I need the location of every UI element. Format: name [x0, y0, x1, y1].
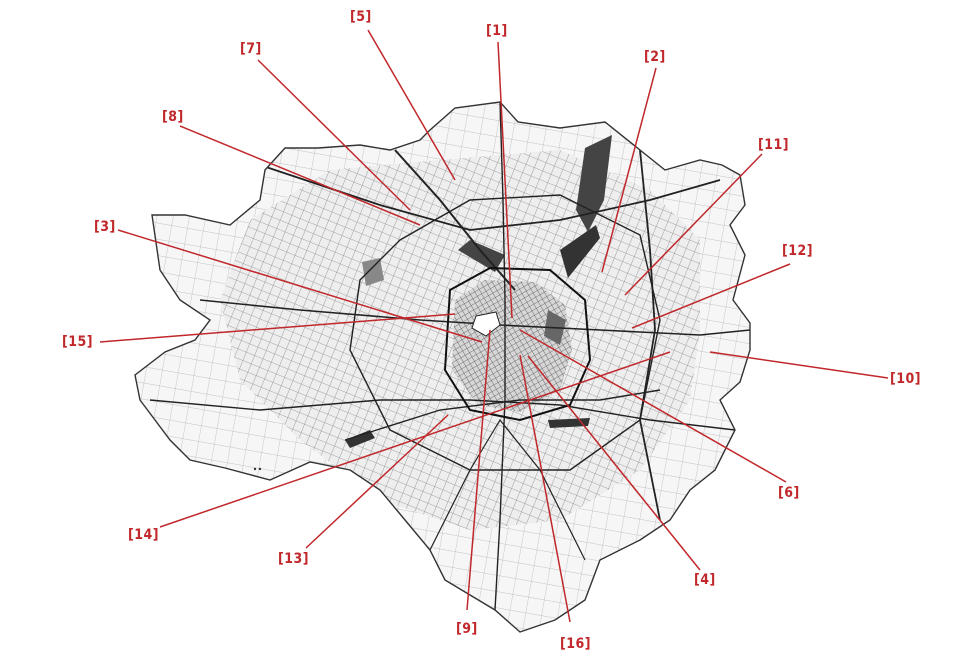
map-label-10: [10]: [890, 371, 922, 387]
leader-line-9: [466, 329, 491, 611]
map-label-6: [6]: [778, 485, 800, 501]
map-label-7: [7]: [240, 41, 262, 57]
map-label-8: [8]: [162, 109, 184, 125]
leader-line-16: [519, 354, 571, 623]
leader-line-11: [624, 153, 763, 296]
map-label-13: [13]: [278, 551, 310, 567]
map-label-3: [3]: [94, 219, 116, 235]
leader-line-8: [179, 125, 421, 226]
leader-line-14: [159, 351, 671, 528]
leader-line-5: [367, 29, 456, 181]
map-label-4: [4]: [694, 572, 716, 588]
leader-line-2: [601, 67, 657, 273]
map-label-15: [15]: [62, 334, 94, 350]
leader-line-15: [99, 313, 456, 343]
leader-line-1: [497, 41, 513, 319]
leader-line-10: [709, 351, 889, 379]
map-dot: [258, 467, 262, 471]
map-label-11: [11]: [758, 137, 790, 153]
map-label-5: [5]: [350, 9, 372, 25]
map-label-2: [2]: [644, 49, 666, 65]
leader-line-7: [257, 59, 411, 211]
map-label-1: [1]: [486, 23, 508, 39]
leader-line-6: [519, 329, 787, 483]
map-label-9: [9]: [456, 621, 478, 637]
map-label-16: [16]: [560, 636, 592, 652]
map-dot: [253, 467, 257, 471]
map-label-12: [12]: [782, 243, 814, 259]
leader-line-13: [305, 414, 449, 549]
map-label-14: [14]: [128, 527, 160, 543]
leader-line-3: [117, 229, 483, 343]
leader-line-12: [631, 263, 791, 329]
